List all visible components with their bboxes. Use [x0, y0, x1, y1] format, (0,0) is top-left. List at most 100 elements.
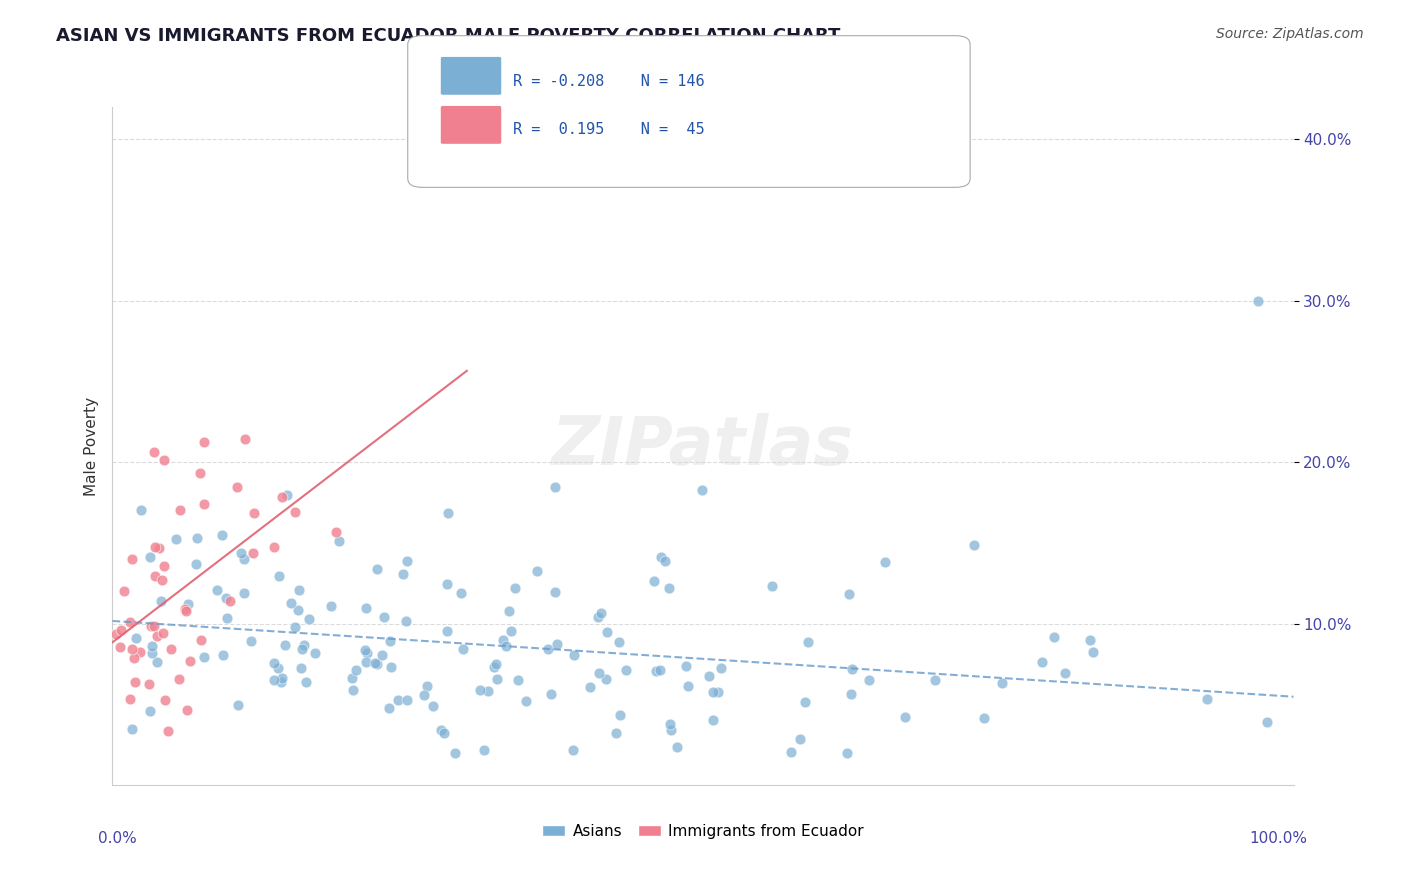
Point — [472, 743, 495, 757]
Point — [562, 648, 585, 662]
Point — [710, 661, 733, 675]
Point — [328, 534, 350, 549]
Point — [508, 673, 530, 687]
Point — [105, 627, 128, 641]
Point — [291, 642, 314, 657]
Point — [544, 585, 567, 599]
Point — [588, 665, 610, 680]
Point — [1247, 293, 1270, 308]
Point — [211, 528, 233, 542]
Point — [233, 552, 256, 566]
Point — [141, 646, 163, 660]
Point — [444, 746, 467, 760]
Point — [229, 546, 252, 560]
Point — [174, 602, 197, 616]
Point — [835, 746, 858, 760]
Point — [1080, 632, 1102, 647]
Point — [491, 633, 513, 648]
Point — [1053, 665, 1076, 680]
Point — [212, 648, 235, 662]
Point — [193, 435, 215, 450]
Point — [380, 660, 402, 674]
Point — [676, 679, 699, 693]
Point — [118, 615, 141, 629]
Point — [121, 552, 143, 566]
Point — [366, 562, 388, 576]
Point — [546, 637, 568, 651]
Point — [373, 609, 395, 624]
Point — [495, 640, 517, 654]
Point — [304, 646, 326, 660]
Point — [159, 641, 181, 656]
Text: ZIPatlas: ZIPatlas — [553, 413, 853, 479]
Point — [354, 643, 377, 657]
Text: 0.0%: 0.0% — [98, 831, 138, 846]
Point — [146, 655, 169, 669]
Point — [121, 722, 143, 736]
Point — [537, 641, 560, 656]
Point — [124, 632, 146, 646]
Text: R = -0.208    N = 146: R = -0.208 N = 146 — [513, 74, 704, 89]
Point — [499, 624, 522, 638]
Point — [1031, 655, 1053, 669]
Point — [226, 698, 249, 713]
Point — [665, 740, 688, 755]
Point — [658, 581, 681, 595]
Point — [761, 579, 783, 593]
Point — [193, 497, 215, 511]
Point — [437, 506, 460, 520]
Point — [392, 567, 415, 582]
Point — [152, 558, 174, 573]
Point — [366, 657, 388, 672]
Point — [839, 687, 862, 701]
Text: Source: ZipAtlas.com: Source: ZipAtlas.com — [1216, 27, 1364, 41]
Point — [578, 681, 600, 695]
Point — [150, 574, 173, 588]
Point — [148, 541, 170, 555]
Point — [1256, 715, 1278, 730]
Point — [186, 531, 208, 545]
Point — [114, 583, 136, 598]
Point — [595, 672, 617, 686]
Point — [451, 641, 474, 656]
Point — [215, 611, 238, 625]
Point — [139, 619, 162, 633]
Point — [780, 745, 803, 759]
Point — [395, 692, 418, 706]
Point — [586, 610, 609, 624]
Point — [280, 596, 302, 610]
Point — [702, 713, 724, 727]
Point — [157, 723, 180, 738]
Point — [654, 554, 676, 568]
Point — [240, 633, 263, 648]
Point — [659, 717, 682, 731]
Point — [436, 624, 458, 639]
Point — [226, 480, 249, 494]
Point — [609, 707, 631, 722]
Point — [287, 603, 309, 617]
Point — [894, 710, 917, 724]
Point — [233, 432, 256, 446]
Point — [505, 582, 527, 596]
Point — [276, 487, 298, 501]
Point — [595, 625, 617, 640]
Text: ASIAN VS IMMIGRANTS FROM ECUADOR MALE POVERTY CORRELATION CHART: ASIAN VS IMMIGRANTS FROM ECUADOR MALE PO… — [56, 27, 841, 45]
Point — [129, 645, 152, 659]
Point — [702, 685, 724, 699]
Point — [1043, 630, 1066, 644]
Point — [267, 568, 290, 582]
Point — [325, 524, 347, 539]
Point — [650, 550, 672, 565]
Point — [295, 675, 318, 690]
Point — [143, 445, 166, 459]
Point — [153, 693, 176, 707]
Point — [477, 684, 499, 698]
Point — [118, 691, 141, 706]
Point — [659, 723, 682, 737]
Point — [270, 674, 292, 689]
Point — [430, 723, 453, 737]
Point — [1081, 645, 1104, 659]
Point — [485, 672, 508, 686]
Point — [364, 656, 387, 670]
Point — [794, 695, 817, 709]
